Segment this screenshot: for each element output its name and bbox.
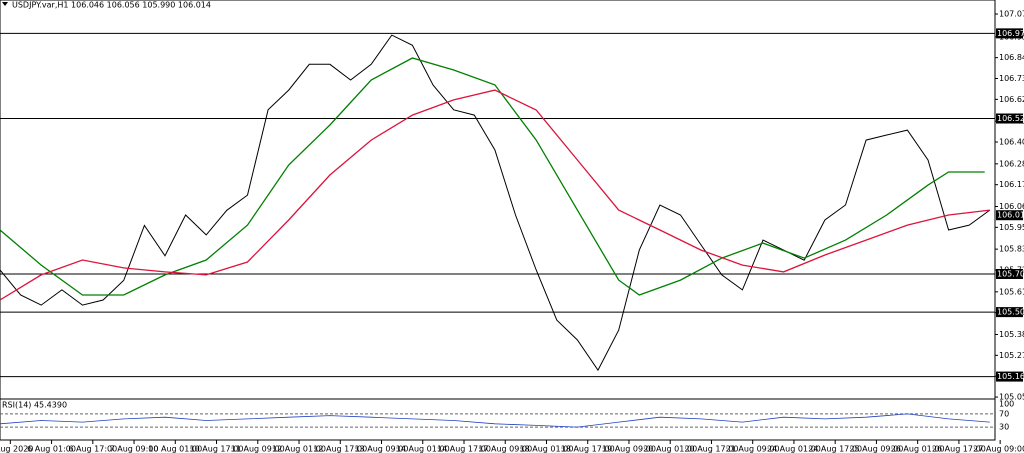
y-tick-label: 106.060 (999, 202, 1024, 211)
y-tick-label: 105.950 (999, 223, 1024, 232)
x-tick-label: 17 Aug 09:00 (478, 445, 532, 453)
price-tag-label: 105.163 (997, 372, 1024, 381)
rsi-tick-label: 70 (999, 409, 1009, 418)
y-tick-label: 107.075 (999, 10, 1024, 19)
price-tag-label: 106.524 (997, 114, 1024, 123)
x-tick-label: 21 Aug 09:00 (726, 445, 780, 453)
price-tag (996, 210, 1023, 221)
rsi-tick-label: 100 (999, 400, 1014, 409)
price-tag-label: 105.503 (997, 308, 1024, 317)
x-tick-label: 11 Aug 09:00 (231, 445, 285, 453)
x-tick-label: 18 Aug 17:00 (561, 445, 615, 453)
x-tick-label: 10 Aug 01:00 (148, 445, 202, 453)
x-tick-label: 20 Aug 01:00 (643, 445, 697, 453)
y-tick-label: 106.285 (999, 159, 1024, 168)
moving-average (0, 89, 990, 301)
plot-frame (0, 0, 996, 441)
x-tick-label: 19 Aug 09:00 (602, 445, 656, 453)
x-tick-label: 5 Aug 2020 (0, 445, 33, 453)
x-tick-label: 10 Aug 17:00 (190, 445, 244, 453)
y-tick-label: 105.275 (999, 351, 1024, 360)
x-tick-label: 7 Aug 09:00 (110, 445, 159, 453)
menu-arrow (2, 2, 8, 6)
rsi-line (0, 413, 990, 428)
y-tick-label: 106.175 (999, 180, 1024, 189)
y-tick-label: 106.845 (999, 53, 1024, 62)
x-tick-label: 25 Aug 09:00 (849, 445, 903, 453)
price-tag-label: 106.014 (997, 211, 1024, 220)
x-tick-label: 27 Aug 09:00 (973, 445, 1024, 453)
x-tick-label: 12 Aug 01:00 (272, 445, 326, 453)
price-tag (996, 307, 1023, 318)
y-tick-label: 105.610 (999, 287, 1024, 296)
price-tag-label: 105.704 (997, 269, 1024, 278)
x-tick-label: 12 Aug 17:00 (313, 445, 367, 453)
price-tag (996, 268, 1023, 279)
y-tick-label: 105.385 (999, 330, 1024, 339)
rsi-title: RSI(14) 45.4390 (2, 401, 67, 410)
price-tag (996, 28, 1023, 39)
x-tick-label: 24 Aug 17:00 (808, 445, 862, 453)
x-tick-label: 24 Aug 01:00 (767, 445, 821, 453)
y-tick-label: 105.055 (999, 393, 1024, 402)
y-tick-label: 105.835 (999, 245, 1024, 254)
x-tick-label: 26 Aug 01:00 (891, 445, 945, 453)
price-tag-label: 106.973 (997, 29, 1024, 38)
rsi-tick-label: 30 (999, 423, 1009, 432)
x-tick-label: 26 Aug 17:00 (932, 445, 986, 453)
price-tag (996, 371, 1023, 382)
y-tick-label: 106.625 (999, 95, 1024, 104)
x-tick-label: 6 Aug 01:00 (27, 445, 76, 453)
chart-title: USDJPY.var,H1 106.046 106.056 105.990 10… (12, 1, 211, 10)
price-line (0, 34, 991, 372)
x-tick-label: 18 Aug 01:00 (520, 445, 574, 453)
x-tick-label: 14 Aug 17:00 (437, 445, 491, 453)
x-tick-label: 13 Aug 09:00 (355, 445, 409, 453)
x-tick-label: 20 Aug 17:00 (684, 445, 738, 453)
y-tick-label: 106.735 (999, 74, 1024, 83)
y-tick-label: 106.400 (999, 138, 1024, 147)
x-tick-label: 14 Aug 01:00 (396, 445, 450, 453)
x-tick-label: 6 Aug 17:00 (68, 445, 117, 453)
price-tag (996, 113, 1023, 124)
